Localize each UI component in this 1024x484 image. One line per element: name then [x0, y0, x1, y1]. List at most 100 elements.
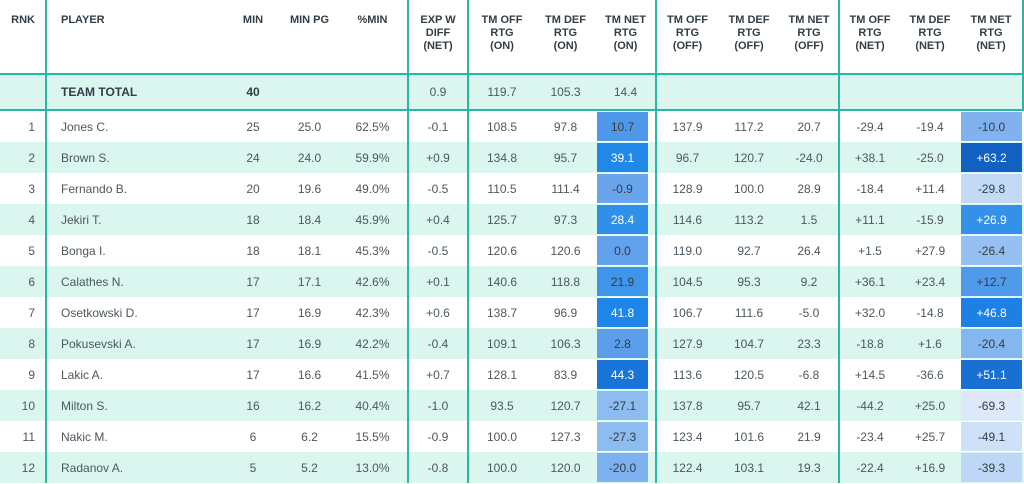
cell-pct-min: 45.9%	[355, 212, 390, 227]
col-header-tm-off-rtg-off[interactable]: TM OFF RTG (OFF)	[655, 0, 718, 73]
cell-tm-def-rtg-net: +11.4	[915, 181, 945, 196]
cell-player-name: Lakic A.	[45, 359, 225, 390]
cell-pct-min: 59.9%	[355, 150, 390, 165]
cell-tm-net-rtg-off: -5.0	[798, 305, 820, 320]
net-rating-net-highlight: -69.3	[961, 391, 1022, 420]
cell-tm-net-rtg-off: 19.3	[797, 460, 821, 475]
cell-min: 18	[246, 212, 260, 227]
cell-exp-w-diff: -1.0	[407, 390, 467, 421]
col-header-min-pg[interactable]: MIN PG	[289, 14, 330, 26]
cell-tm-off-rtg-net: +14.5	[838, 359, 900, 390]
cell-pct-min: 41.5%	[355, 367, 390, 382]
cell-tm-net-rtg-off: 42.1	[797, 398, 821, 413]
cell-pct-min: 15.5%	[355, 429, 390, 444]
cell-rank: 2	[28, 150, 35, 165]
total-tm-net-rtg-net	[960, 75, 1024, 109]
cell-tm-off-rtg-net: -18.8	[838, 328, 900, 359]
cell-pct-min: 62.5%	[355, 119, 390, 134]
cell-tm-def-rtg-net: -25.0	[916, 150, 944, 165]
cell-tm-def-rtg-net: +16.9	[914, 460, 946, 475]
table-row: 5 Bonga I. 18 18.1 45.3% -0.5 120.6 120.…	[0, 235, 1024, 266]
net-rating-on-highlight: 41.8	[597, 298, 648, 327]
col-header-pct-min[interactable]: %MIN	[357, 14, 388, 26]
cell-tm-def-rtg-on: 106.3	[550, 336, 581, 351]
col-header-tm-def-rtg-off[interactable]: TM DEF RTG (OFF)	[728, 14, 770, 52]
cell-tm-off-rtg-off: 96.7	[655, 142, 718, 173]
net-rating-net-highlight: -39.3	[961, 453, 1022, 482]
cell-min-pg: 19.6	[297, 181, 322, 196]
cell-min: 5	[249, 460, 257, 475]
col-header-min[interactable]: MIN	[242, 14, 264, 26]
table-row: 8 Pokusevski A. 17 16.9 42.2% -0.4 109.1…	[0, 328, 1024, 359]
cell-tm-off-rtg-net: +1.5	[838, 235, 900, 266]
cell-tm-net-rtg-net: -10.0	[960, 111, 1024, 142]
cell-tm-def-rtg-off: 95.7	[737, 398, 761, 413]
net-rating-net-highlight: -49.1	[961, 422, 1022, 451]
col-header-tm-net-rtg-off[interactable]: TM NET RTG (OFF)	[788, 14, 830, 52]
cell-rank: 6	[28, 274, 35, 289]
cell-player-name: Milton S.	[45, 390, 225, 421]
col-header-tm-net-rtg-on[interactable]: TM NET RTG (ON)	[605, 14, 646, 52]
cell-tm-net-rtg-on: -20.0	[596, 452, 655, 483]
net-rating-net-highlight: +46.8	[961, 298, 1022, 327]
cell-rank: 4	[28, 212, 35, 227]
cell-tm-def-rtg-net: +1.6	[918, 336, 942, 351]
table-row: 12 Radanov A. 5 5.2 13.0% -0.8 100.0 120…	[0, 452, 1024, 483]
col-header-tm-off-rtg-on[interactable]: TM OFF RTG (ON)	[467, 0, 535, 73]
cell-tm-off-rtg-off: 137.9	[655, 111, 718, 142]
cell-tm-def-rtg-net: +25.0	[914, 398, 946, 413]
cell-tm-off-rtg-net: -23.4	[838, 421, 900, 452]
cell-pct-min: 42.6%	[355, 274, 390, 289]
cell-player-name: Jones C.	[45, 111, 225, 142]
cell-tm-off-rtg-off: 114.6	[655, 204, 718, 235]
cell-tm-net-rtg-off: -24.0	[795, 150, 823, 165]
cell-tm-def-rtg-net: -19.4	[916, 119, 944, 134]
net-rating-on-highlight: 44.3	[597, 360, 648, 389]
cell-exp-w-diff: -0.5	[407, 173, 467, 204]
cell-tm-def-rtg-on: 96.9	[553, 305, 578, 320]
total-rank-cell	[0, 75, 45, 109]
cell-tm-net-rtg-net: -29.8	[960, 173, 1024, 204]
net-rating-net-highlight: -20.4	[961, 329, 1022, 358]
net-rating-on-highlight: -0.9	[597, 174, 648, 203]
cell-tm-off-rtg-net: -29.4	[838, 111, 900, 142]
cell-tm-net-rtg-on: 21.9	[596, 266, 655, 297]
col-header-tm-def-rtg-net[interactable]: TM DEF RTG (NET)	[909, 14, 951, 52]
net-rating-on-highlight: -27.3	[597, 422, 648, 451]
total-min-pg	[281, 75, 338, 109]
col-header-exp-w-diff[interactable]: EXP W DIFF (NET)	[407, 0, 467, 73]
cell-tm-net-rtg-net: -20.4	[960, 328, 1024, 359]
col-header-tm-def-rtg-on[interactable]: TM DEF RTG (ON)	[545, 14, 586, 52]
cell-tm-off-rtg-off: 106.7	[655, 297, 718, 328]
cell-tm-def-rtg-off: 111.6	[734, 305, 764, 320]
cell-exp-w-diff: -0.5	[407, 235, 467, 266]
cell-tm-net-rtg-off: 9.2	[800, 274, 818, 289]
cell-tm-def-rtg-on: 95.7	[553, 150, 578, 165]
cell-tm-off-rtg-off: 127.9	[655, 328, 718, 359]
cell-tm-off-rtg-on: 100.0	[467, 421, 535, 452]
cell-tm-off-rtg-off: 128.9	[655, 173, 718, 204]
net-rating-net-highlight: -10.0	[961, 112, 1022, 141]
cell-tm-net-rtg-net: -69.3	[960, 390, 1024, 421]
cell-tm-off-rtg-net: -18.4	[838, 173, 900, 204]
table-row: 4 Jekiri T. 18 18.4 45.9% +0.4 125.7 97.…	[0, 204, 1024, 235]
cell-tm-off-rtg-net: +36.1	[838, 266, 900, 297]
col-header-tm-net-rtg-net[interactable]: TM NET RTG (NET)	[960, 0, 1024, 73]
cell-tm-def-rtg-on: 120.7	[550, 398, 581, 413]
cell-tm-net-rtg-off: 21.9	[797, 429, 821, 444]
net-rating-on-highlight: 0.0	[597, 236, 648, 265]
cell-tm-def-rtg-off: 92.7	[737, 243, 761, 258]
col-header-rnk[interactable]: RNK	[11, 14, 35, 26]
cell-rank: 9	[28, 367, 35, 382]
cell-tm-def-rtg-on: 118.8	[550, 274, 581, 289]
cell-tm-def-rtg-off: 120.7	[733, 150, 765, 165]
cell-tm-off-rtg-on: 138.7	[467, 297, 535, 328]
cell-min-pg: 5.2	[301, 460, 318, 475]
cell-player-name: Jekiri T.	[45, 204, 225, 235]
col-header-player[interactable]: PLAYER	[45, 0, 225, 73]
total-tm-off-rtg-off	[655, 75, 718, 109]
table-row: 6 Calathes N. 17 17.1 42.6% +0.1 140.6 1…	[0, 266, 1024, 297]
col-header-tm-off-rtg-net[interactable]: TM OFF RTG (NET)	[838, 0, 900, 73]
cell-player-name: Brown S.	[45, 142, 225, 173]
